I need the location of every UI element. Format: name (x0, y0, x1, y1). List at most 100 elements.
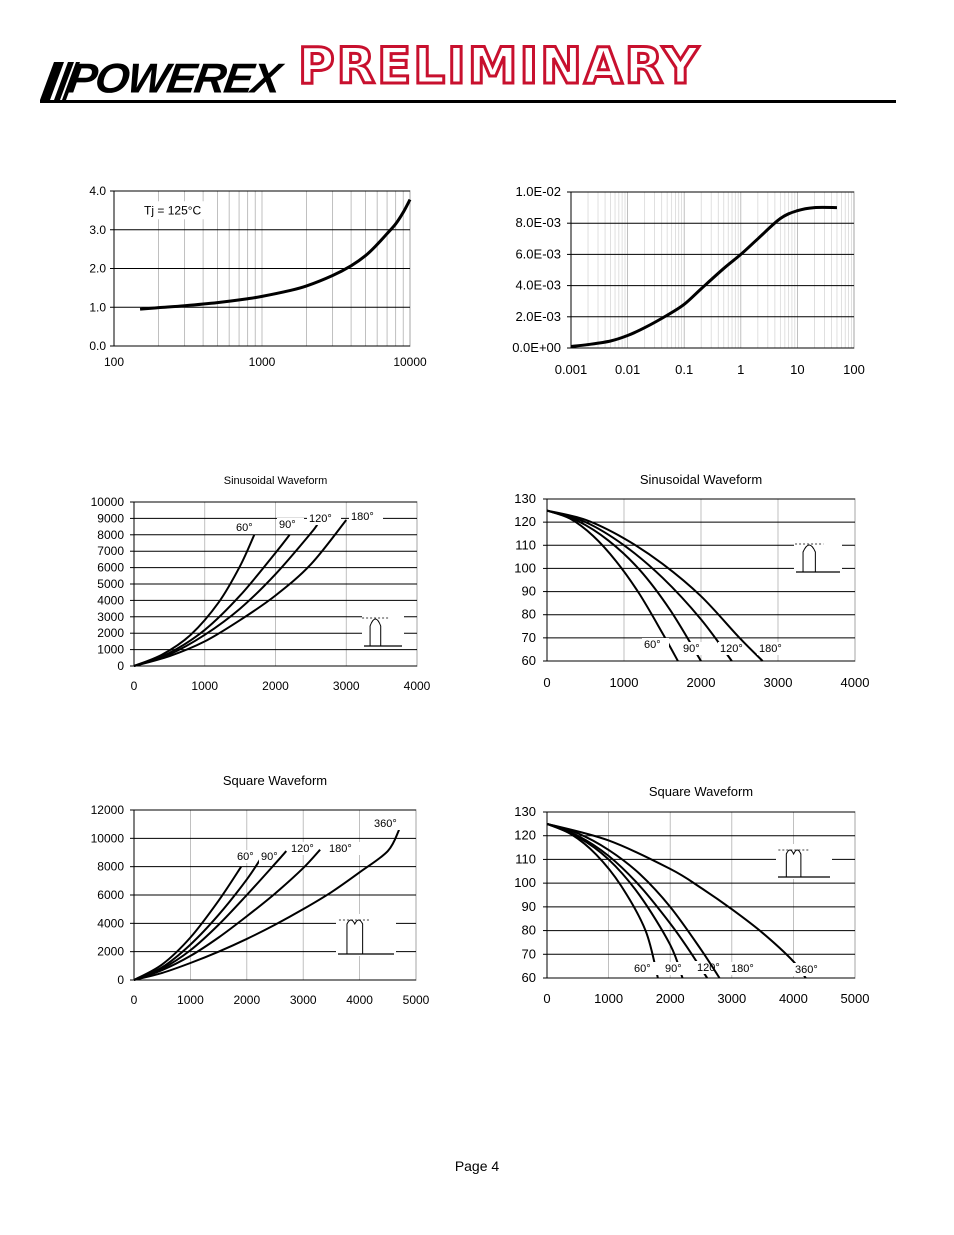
y-tick-label: 60 (522, 970, 536, 985)
y-tick-label: 0.0 (89, 339, 106, 353)
waveform-icon (794, 538, 842, 574)
series-label-bg (349, 510, 383, 523)
chart-title: Square Waveform (223, 773, 327, 788)
series-label: 90° (279, 519, 296, 531)
series-label: 180° (759, 643, 782, 655)
y-tick-label: 8.0E-03 (515, 215, 561, 230)
chart-title: Sinusoidal Waveform (224, 475, 328, 487)
y-tick-label: 4000 (97, 916, 124, 930)
y-tick-label: 10000 (91, 495, 125, 509)
series-line-90deg (133, 853, 265, 981)
y-tick-label: 4000 (97, 593, 124, 607)
x-tick-label: 2000 (687, 675, 716, 690)
y-tick-label: 60 (522, 653, 536, 668)
series-label: 180° (329, 843, 352, 855)
y-tick-label: 7000 (97, 544, 124, 558)
y-tick-label: 2.0E-03 (515, 309, 561, 324)
series-line-180deg (133, 519, 348, 667)
y-tick-label: 9000 (97, 511, 124, 525)
series-line-120deg (546, 509, 733, 662)
waveform-icon (776, 844, 832, 879)
series-line-360deg (546, 822, 807, 979)
series-label-bg (663, 962, 690, 975)
x-tick-label: 1000 (249, 355, 276, 369)
y-tick-label: 1000 (97, 643, 124, 657)
series-label-bg (235, 850, 262, 863)
series-line-120deg (546, 822, 708, 979)
waveform-icon (362, 612, 404, 648)
y-tick-label: 90 (522, 584, 536, 599)
y-tick-label: 90 (522, 899, 536, 914)
series-label: 120° (309, 513, 332, 525)
series-line-120deg (133, 850, 288, 981)
series-label-bg (307, 512, 341, 525)
header-rule (40, 100, 896, 103)
series-label: 120° (291, 843, 314, 855)
series-label: 180° (351, 511, 374, 523)
series-label: 180° (731, 963, 754, 975)
waveform-icon (336, 914, 396, 956)
x-tick-label: 3000 (764, 675, 793, 690)
y-tick-label: 110 (515, 537, 536, 552)
x-tick-label: 2000 (656, 991, 685, 1006)
y-tick-label: 80 (522, 607, 536, 622)
series-line-90deg (133, 534, 291, 667)
x-tick-label: 4000 (346, 993, 373, 1007)
y-tick-label: 6000 (97, 561, 124, 575)
y-tick-label: 130 (514, 491, 536, 506)
y-tick-label: 0 (117, 973, 124, 987)
chart-annotation: Tj = 125°C (144, 203, 201, 217)
series-line-60deg (133, 534, 256, 667)
annotation-bg (136, 201, 217, 220)
series-label-bg (289, 842, 323, 855)
series-label-bg (234, 521, 261, 534)
y-tick-label: 2.0 (89, 262, 106, 276)
x-tick-label: 4000 (779, 991, 808, 1006)
y-tick-label: 1.0 (89, 300, 106, 314)
series-label: 360° (374, 818, 397, 830)
y-tick-label: 100 (514, 560, 536, 575)
y-tick-label: 4.0 (89, 184, 106, 198)
series-label: 360° (795, 964, 818, 976)
y-tick-label: 4.0E-03 (515, 278, 561, 293)
y-tick-label: 80 (522, 923, 536, 938)
x-tick-label: 0.001 (555, 362, 588, 377)
y-tick-label: 120 (514, 828, 536, 843)
logo-stripes (40, 62, 80, 100)
series-line-60deg (133, 866, 242, 981)
x-tick-label: 3000 (717, 991, 746, 1006)
x-tick-label: 3000 (333, 679, 360, 693)
series-label-bg (757, 642, 791, 655)
series-label-bg (632, 962, 659, 975)
x-tick-label: 1000 (610, 675, 639, 690)
page-number: Page 4 (454, 1158, 500, 1174)
y-tick-label: 10000 (91, 831, 125, 845)
y-tick-label: 130 (514, 804, 536, 819)
series-label-bg (372, 817, 406, 830)
x-tick-label: 100 (843, 362, 865, 377)
series-line-120deg (133, 522, 319, 667)
series-label: 60° (237, 851, 254, 863)
series-label: 90° (261, 851, 278, 863)
y-tick-label: 12000 (91, 803, 125, 817)
y-tick-label: 2000 (97, 945, 124, 959)
series-label-bg (729, 962, 763, 975)
y-tick-label: 110 (515, 851, 536, 866)
series-label-bg (718, 642, 752, 655)
y-tick-label: 0.0E+00 (512, 340, 561, 355)
series-label-bg (327, 842, 361, 855)
y-tick-label: 0 (117, 659, 124, 673)
series-label: 60° (634, 963, 651, 975)
series-line-360deg (133, 829, 400, 981)
series-label: 90° (665, 963, 682, 975)
x-tick-label: 3000 (290, 993, 317, 1007)
y-tick-label: 8000 (97, 528, 124, 542)
y-tick-label: 6000 (97, 888, 124, 902)
series-label-bg (642, 638, 669, 651)
series-line-90deg (546, 509, 702, 662)
y-tick-label: 2000 (97, 626, 124, 640)
